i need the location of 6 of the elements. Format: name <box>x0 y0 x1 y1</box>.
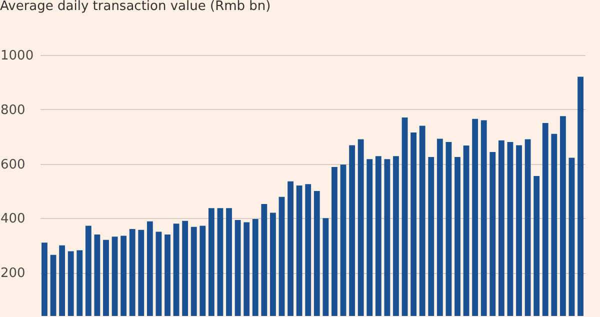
y-tick-label: 1000 <box>0 48 34 64</box>
y-tick-label: 600 <box>0 157 26 172</box>
chart-title: Average daily transaction value (Rmb bn) <box>0 0 271 14</box>
y-tick-label: 200 <box>0 266 26 281</box>
y-tick-label: 400 <box>0 212 26 227</box>
y-tick-label: 800 <box>0 102 26 118</box>
